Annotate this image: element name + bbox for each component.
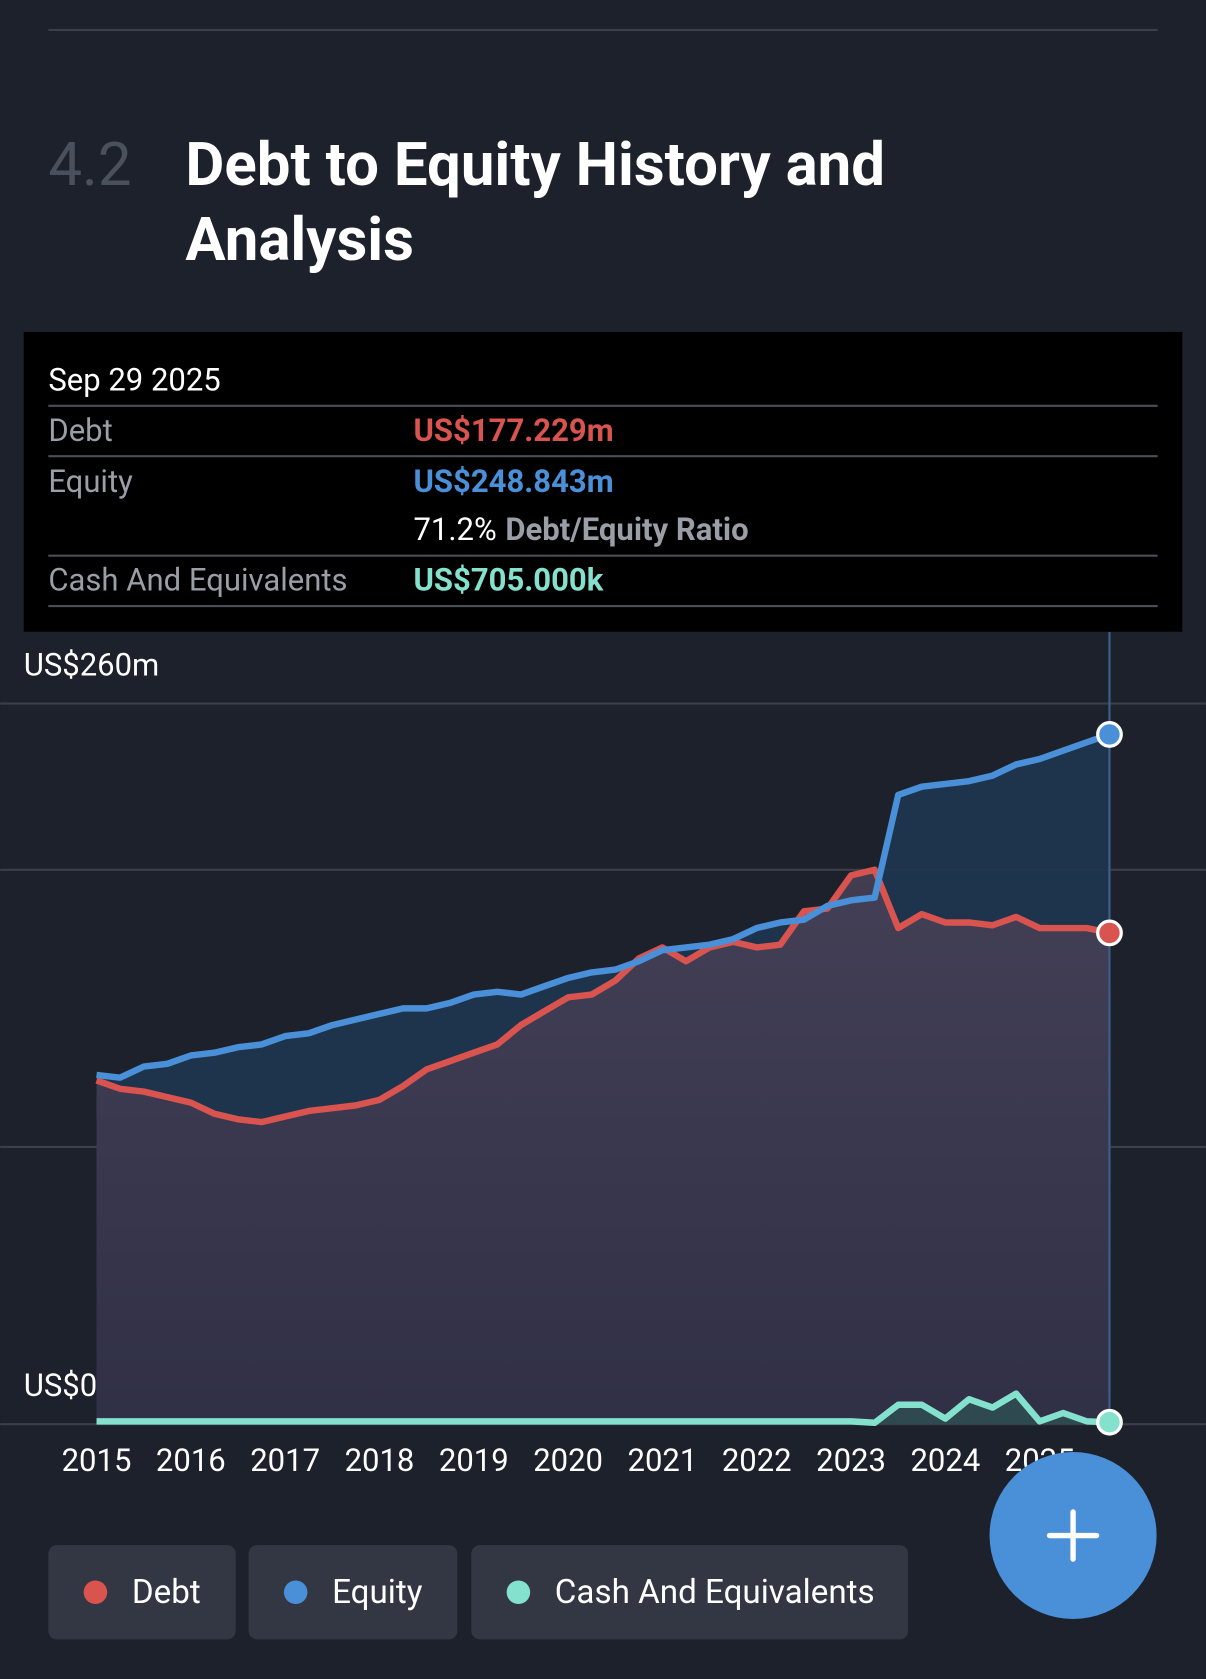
legend-swatch: [506, 1580, 531, 1605]
legend-swatch: [83, 1580, 108, 1605]
x-tick-label: 2021: [628, 1442, 698, 1479]
tooltip-dividers: [48, 404, 1158, 608]
legend-chip: [248, 1545, 458, 1640]
tooltip-label: Equity: [48, 463, 133, 500]
x-tick-label: 2022: [722, 1442, 792, 1479]
end-point: [1096, 919, 1123, 947]
end-point: [1096, 721, 1123, 748]
legend-label: Equity: [332, 1573, 423, 1612]
tooltip-value: US$705.000k: [413, 562, 603, 599]
debt-area: [96, 869, 1110, 1425]
tooltip-ratio: 71.2% Debt/Equity Ratio: [413, 511, 748, 548]
x-tick-label: 2020: [533, 1442, 603, 1479]
x-tick-label: 2023: [816, 1442, 886, 1479]
tooltip-label: Debt: [48, 412, 112, 449]
ratio-value: 71.2%: [413, 511, 496, 548]
tooltip-value: US$177.229m: [413, 412, 613, 449]
plot: US$0 US$260m 2015 2016 2017 2018 2019 2020 2021 2…: [0, 631, 1206, 1479]
x-tick-label: 2017: [250, 1442, 320, 1479]
legend: Debt Equity Cash And Equivalents: [48, 1545, 909, 1640]
legend-label: Debt: [132, 1573, 201, 1612]
x-tick-label: 2015: [62, 1442, 132, 1479]
tooltip-label: Cash And Equivalents: [48, 562, 347, 599]
section-number: 4.2: [48, 129, 131, 200]
legend-chip: [48, 1545, 236, 1640]
x-tick-label: 2016: [156, 1442, 226, 1479]
y-tick-label: US$0: [24, 1367, 97, 1404]
end-point: [1096, 1408, 1123, 1436]
series-line: [96, 1390, 1110, 1426]
legend-label: Cash And Equivalents: [555, 1573, 875, 1612]
section-title: Analysis: [185, 204, 414, 275]
tooltip-date: Sep 29 2025: [48, 361, 220, 398]
legend-chip: [471, 1545, 909, 1640]
add-button[interactable]: [989, 1451, 1157, 1620]
section-title: Debt to Equity History and: [185, 129, 885, 200]
series-line: [96, 731, 1111, 1081]
tooltip-value: US$248.843m: [413, 463, 613, 500]
cash-area: [96, 1393, 1110, 1425]
x-tick-label: 2024: [910, 1442, 980, 1479]
tooltip: [23, 331, 1183, 632]
legend-swatch: [283, 1580, 308, 1605]
y-tick-label: US$260m: [24, 646, 160, 683]
x-tick-label: 2019: [439, 1442, 509, 1479]
ratio-label: Debt/Equity Ratio: [505, 511, 748, 548]
x-tick-label: 2018: [345, 1442, 415, 1479]
series-line: [95, 866, 1111, 1126]
